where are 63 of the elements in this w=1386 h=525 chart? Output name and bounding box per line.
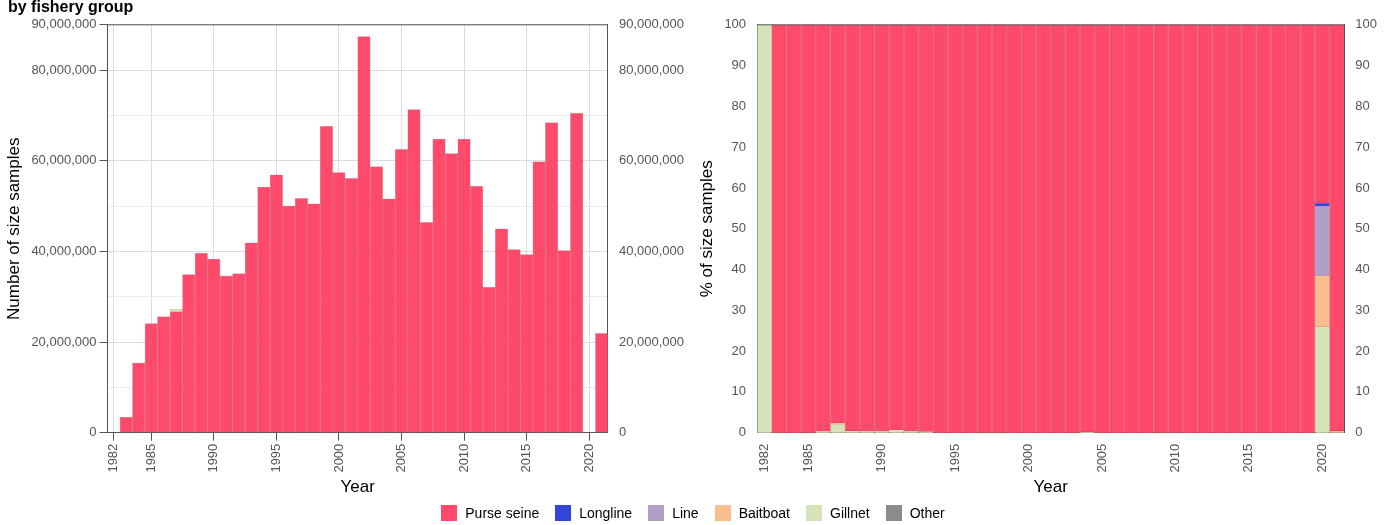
- legend-label: Baitboat: [738, 505, 790, 521]
- y-tick-label: 20: [731, 342, 747, 358]
- y-tick-label: 80: [731, 97, 747, 113]
- x-tick-label: 1985: [800, 443, 816, 473]
- x-tick-label: 2005: [1093, 443, 1109, 473]
- y2-tick-label: 70: [1355, 138, 1370, 154]
- y-tick-label: 60,000,000: [31, 152, 97, 168]
- x-tick-label: 1995: [946, 443, 962, 473]
- y2-tick-label: 90: [1355, 57, 1370, 73]
- y-tick-label: 70: [731, 138, 747, 154]
- x-tick-label: 2005: [393, 443, 409, 473]
- legend-label: Longline: [579, 505, 633, 521]
- x-tick-label: 1985: [142, 443, 158, 473]
- y2-tick-label: 90,000,000: [618, 16, 685, 32]
- legend-label: Gillnet: [830, 505, 870, 521]
- y2-tick-label: 40: [1355, 261, 1370, 277]
- x-tick-label: 2010: [455, 443, 471, 473]
- y-tick-label: 60: [731, 179, 747, 195]
- x-tick-label: 1982: [105, 443, 121, 473]
- y2-tick-label: 20,000,000: [618, 333, 685, 349]
- y-tick-label: 0: [738, 424, 747, 440]
- x-tick-label: 1995: [267, 443, 283, 473]
- y-tick-label: 40,000,000: [31, 242, 97, 258]
- y2-tick-label: 80,000,000: [618, 61, 685, 77]
- y-tick-label: 90,000,000: [31, 16, 97, 32]
- x-tick-label: 2015: [518, 443, 534, 473]
- x-tick-label: 2015: [1240, 443, 1256, 473]
- y2-tick-label: 40,000,000: [618, 242, 685, 258]
- y-tick-label: 10: [731, 383, 747, 399]
- y2-tick-label: 50: [1355, 220, 1370, 236]
- y2-tick-label: 60: [1355, 179, 1370, 195]
- chart-title: by fishery group: [8, 0, 134, 16]
- x-axis-title: Year: [340, 477, 376, 497]
- y-axis-title: Number of size samples: [3, 137, 23, 320]
- x-tick-label: 1982: [756, 443, 772, 473]
- y2-tick-label: 80: [1355, 97, 1370, 113]
- y2-tick-label: 60,000,000: [618, 152, 685, 168]
- y-tick-label: 90: [731, 57, 747, 73]
- y-tick-label: 0: [89, 424, 97, 440]
- y2-tick-label: 10: [1355, 383, 1370, 399]
- y-tick-label: 50: [731, 220, 747, 236]
- y2-tick-label: 100: [1355, 16, 1378, 32]
- y-axis-title: % of size samples: [696, 160, 716, 298]
- y2-tick-label: 20: [1355, 342, 1370, 358]
- legend-label: Other: [909, 505, 945, 521]
- x-tick-label: 1990: [205, 443, 221, 473]
- y2-tick-label: 0: [618, 424, 627, 440]
- legend-label: Purse seine: [465, 505, 540, 521]
- x-tick-label: 1990: [873, 443, 889, 473]
- x-tick-label: 2010: [1167, 443, 1183, 473]
- y2-tick-label: 30: [1355, 301, 1370, 317]
- y-tick-label: 100: [724, 16, 747, 32]
- legend-label: Line: [672, 505, 699, 521]
- y-tick-label: 20,000,000: [31, 333, 97, 349]
- y-tick-label: 40: [731, 261, 747, 277]
- x-tick-label: 2020: [1313, 443, 1329, 473]
- x-tick-label: 2020: [580, 443, 596, 473]
- y-tick-label: 80,000,000: [31, 61, 97, 77]
- y2-tick-label: 0: [1355, 424, 1363, 440]
- x-tick-label: 2000: [1020, 443, 1036, 473]
- x-tick-label: 2000: [330, 443, 346, 473]
- x-axis-title: Year: [1033, 477, 1069, 497]
- y-tick-label: 30: [731, 301, 747, 317]
